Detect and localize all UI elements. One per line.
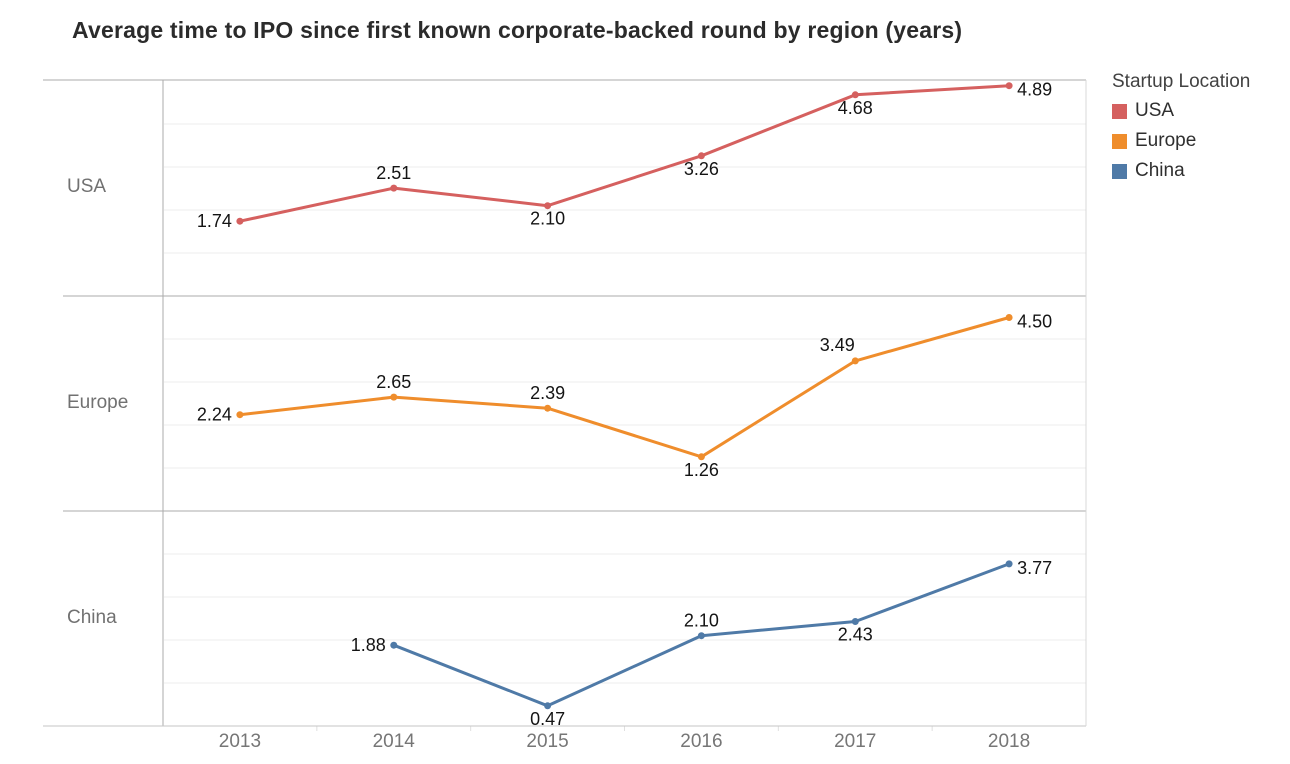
- data-point-usa[interactable]: [544, 202, 552, 210]
- point-label: 2.10: [684, 611, 719, 631]
- point-label: 2.24: [197, 405, 232, 425]
- point-label: 4.50: [1017, 312, 1052, 332]
- point-label: 2.39: [530, 383, 565, 403]
- data-point-europe[interactable]: [390, 393, 398, 401]
- point-label: 1.74: [197, 211, 232, 231]
- data-point-usa[interactable]: [697, 152, 705, 160]
- legend-item-china[interactable]: China: [1112, 160, 1250, 182]
- legend-item-europe[interactable]: Europe: [1112, 130, 1250, 152]
- point-label: 1.26: [684, 460, 719, 480]
- data-point-europe[interactable]: [544, 404, 552, 412]
- legend-swatch-usa: [1112, 103, 1127, 119]
- x-tick-label: 2015: [526, 731, 569, 752]
- x-tick-label: 2013: [218, 731, 262, 752]
- point-label: 4.68: [838, 98, 873, 118]
- legend-item-label: China: [1135, 160, 1185, 181]
- x-axis: 2013 2014 2015 2016 2017 2018: [163, 731, 1086, 753]
- data-point-europe[interactable]: [697, 453, 705, 461]
- data-point-usa[interactable]: [1005, 82, 1013, 90]
- facet-label-china: China: [67, 607, 117, 628]
- x-tick-label: 2016: [680, 731, 723, 752]
- point-label: 2.51: [376, 163, 411, 183]
- point-label: 3.77: [1017, 558, 1052, 578]
- data-point-europe[interactable]: [851, 357, 859, 365]
- data-point-china[interactable]: [697, 632, 705, 640]
- series-line-usa: [238, 84, 1011, 223]
- data-point-usa[interactable]: [851, 91, 859, 99]
- data-point-europe[interactable]: [1005, 314, 1013, 321]
- point-label: 4.89: [1017, 80, 1052, 100]
- data-point-china[interactable]: [1005, 560, 1013, 568]
- data-point-usa[interactable]: [390, 184, 398, 192]
- facet-label-usa: USA: [67, 176, 107, 197]
- data-point-usa[interactable]: [236, 217, 244, 225]
- data-point-europe[interactable]: [236, 411, 244, 419]
- point-label: 2.65: [376, 372, 411, 392]
- legend-swatch-china: [1112, 163, 1127, 179]
- x-tick-label: 2018: [987, 731, 1031, 752]
- point-label: 1.88: [351, 635, 386, 655]
- x-tick-label: 2014: [372, 731, 415, 752]
- point-label: 0.47: [530, 709, 565, 729]
- point-label: 2.10: [530, 209, 565, 229]
- legend: Startup Location USA Europe China: [1112, 71, 1250, 190]
- facet-label-europe: Europe: [67, 392, 129, 413]
- x-tick-label: 2017: [834, 731, 877, 752]
- legend-item-usa[interactable]: USA: [1112, 100, 1250, 122]
- legend-item-label: USA: [1135, 100, 1175, 121]
- data-point-china[interactable]: [544, 702, 552, 710]
- legend-item-label: Europe: [1135, 130, 1197, 151]
- legend-swatch-europe: [1112, 133, 1127, 149]
- chart-title: Average time to IPO since first known co…: [72, 17, 963, 43]
- series-line-europe: [238, 316, 1011, 459]
- data-point-china[interactable]: [851, 618, 859, 625]
- point-label: 3.26: [684, 159, 719, 179]
- point-label: 3.49: [820, 335, 855, 355]
- data-point-china[interactable]: [390, 641, 398, 649]
- point-label: 2.43: [838, 625, 873, 645]
- legend-title: Startup Location: [1112, 71, 1251, 92]
